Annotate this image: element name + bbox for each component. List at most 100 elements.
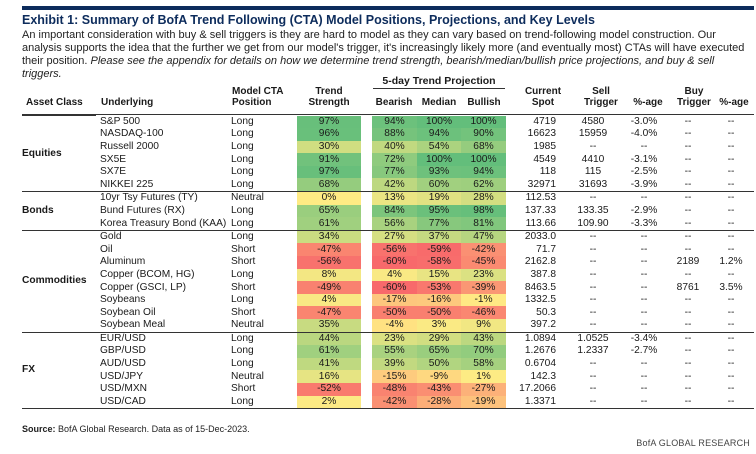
header-sell-trigger: Sell Trigger	[584, 86, 618, 108]
sell-trigger-cell: 15959	[578, 128, 608, 140]
buy-pct-cell: --	[727, 217, 735, 229]
sell-pct-cell: --	[640, 268, 648, 280]
current-spot-cell: 397.2	[530, 319, 557, 331]
spacer-cell	[361, 306, 372, 319]
median-cell: 77%	[417, 217, 461, 231]
underlying-cell: Soybean Oil	[100, 306, 156, 318]
bearish-cell: 23%	[372, 331, 417, 346]
sell-trigger-cell: --	[589, 243, 597, 255]
trend-strength-cell: 61%	[297, 345, 361, 358]
bearish-cell: -60%	[372, 281, 417, 294]
position-cell: Long	[231, 358, 254, 370]
underlying-cell: 10yr Tsy Futures (TY)	[96, 191, 227, 205]
buy-trigger-cell: --	[684, 383, 692, 395]
median-cell: 100%	[417, 153, 461, 166]
sell-trigger-cell: 1.2337	[577, 345, 609, 357]
spacer-cell	[361, 205, 372, 218]
current-spot-cell: 1985	[533, 140, 556, 152]
sell-trigger-cell: --	[589, 319, 597, 331]
current-spot-cell: 4549	[533, 153, 556, 165]
sell-trigger-cell: 1.0525	[566, 331, 620, 346]
position-cell: Long	[231, 294, 254, 306]
buy-pct-cell: --	[727, 358, 735, 370]
current-spot-cell: 1332.5	[524, 294, 556, 306]
spacer-cell	[361, 166, 372, 179]
buy-trigger-cell: --	[684, 306, 692, 318]
bullish-cell: 68%	[461, 140, 506, 154]
position-cell: Long	[231, 345, 254, 357]
table-row: NIKKEI 225 Long 68% 42% 60% 62% 32971 31693 -3.9…	[22, 178, 754, 192]
position-cell: Neutral	[231, 319, 264, 331]
median-cell: 60%	[417, 178, 461, 192]
bullish-cell: 9%	[461, 319, 506, 333]
header-buy-pct: %-age	[719, 97, 749, 108]
sell-trigger-cell: --	[589, 268, 597, 280]
projection-header-rule	[373, 88, 505, 89]
underlying-cell: EUR/USD	[96, 331, 227, 346]
table-row: Bund Futures (RX) Long 65% 84% 95% 98% 137.33 1…	[22, 204, 754, 218]
trend-strength-cell: -49%	[297, 281, 361, 294]
spacer-cell	[361, 281, 372, 294]
buy-trigger-cell: --	[684, 358, 692, 370]
buy-trigger-cell: --	[668, 395, 708, 410]
position-cell: Short	[231, 256, 256, 268]
median-cell: 19%	[417, 191, 461, 205]
buy-trigger-cell: 2189	[676, 256, 700, 268]
sell-pct-cell: -2.5%	[630, 166, 658, 178]
spacer-cell	[361, 141, 372, 154]
bullish-cell: -45%	[461, 256, 506, 269]
header-bearish: Bearish	[375, 97, 413, 108]
trend-strength-cell: 34%	[297, 229, 361, 244]
sell-trigger-cell: --	[589, 370, 597, 382]
trend-strength-cell: 41%	[297, 357, 361, 371]
bearish-cell: 84%	[372, 204, 417, 218]
sell-pct-cell: -2.7%	[630, 345, 658, 357]
spacer-cell	[361, 116, 372, 129]
trend-strength-cell: 65%	[297, 204, 361, 218]
bullish-cell: -27%	[461, 382, 506, 396]
trend-strength-cell: 96%	[297, 128, 361, 141]
bullish-cell: 23%	[461, 268, 506, 282]
trend-strength-cell: 44%	[297, 331, 361, 346]
position-cell: Short	[231, 306, 256, 318]
buy-trigger-cell: --	[684, 128, 692, 140]
current-spot-cell: 113.66	[525, 217, 556, 229]
buy-pct-cell: --	[727, 204, 735, 216]
buy-pct-cell: --	[727, 166, 735, 178]
header-buy-trigger: Buy Trigger	[677, 86, 711, 108]
position-cell: Short	[231, 281, 256, 293]
bearish-cell: -17%	[372, 293, 417, 307]
bearish-cell: -42%	[372, 395, 417, 410]
bullish-cell: 58%	[461, 357, 506, 371]
sell-pct-cell: -3.3%	[630, 217, 658, 229]
current-spot-cell: 1.3371	[506, 395, 566, 410]
current-spot-cell: 118	[539, 166, 556, 178]
table-row: Soybean Oil Short -47% -50% -50% -46% 50.3 -- --…	[22, 306, 754, 319]
current-spot-cell: 1.2676	[524, 345, 556, 357]
buy-trigger-cell: --	[684, 345, 692, 357]
bearish-cell: 42%	[372, 178, 417, 192]
sell-pct-cell: --	[640, 383, 648, 395]
median-cell: 94%	[417, 128, 461, 141]
trend-strength-cell: 2%	[297, 395, 361, 410]
bearish-cell: 27%	[372, 229, 417, 244]
trend-strength-cell: 91%	[297, 153, 361, 166]
header-underlying: Underlying	[101, 97, 154, 108]
exhibit-title: Exhibit 1: Summary of BofA Trend Followi…	[22, 13, 595, 27]
description-text: An important consideration with buy & se…	[22, 29, 745, 67]
position-cell: Long	[231, 115, 254, 127]
median-cell: -28%	[417, 395, 461, 410]
sell-pct-cell: --	[640, 281, 648, 293]
current-spot-cell: 16623	[527, 128, 556, 140]
buy-pct-cell: --	[727, 370, 735, 382]
spacer-cell	[361, 358, 372, 371]
table-row: FX EUR/USD Long 44% 23% 29% 43% 1.0894 1.0525 -3.…	[22, 331, 754, 410]
current-spot-cell: 71.7	[536, 243, 556, 255]
bearish-cell: 88%	[372, 128, 417, 141]
sell-trigger-cell: --	[589, 358, 597, 370]
bullish-cell: 28%	[461, 191, 506, 205]
trend-strength-cell: 68%	[297, 178, 361, 192]
bullish-cell: 98%	[461, 204, 506, 218]
asset-class-label: Bonds	[22, 191, 96, 231]
